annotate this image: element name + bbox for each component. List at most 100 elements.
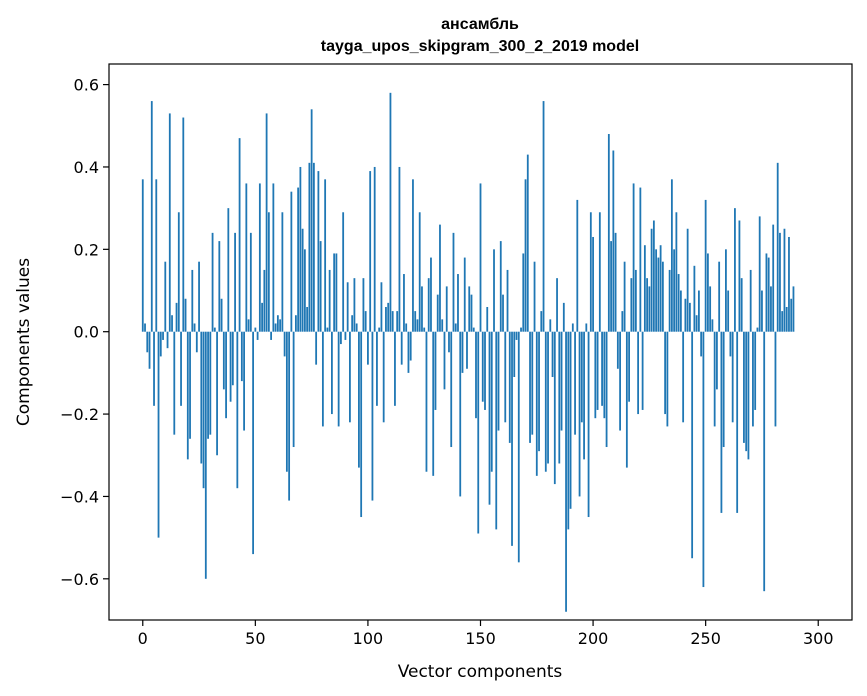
bar-281 [774, 331, 777, 427]
bar-124 [421, 286, 423, 332]
bar-164 [511, 331, 513, 546]
bar-150 [479, 183, 482, 332]
bar-13 [171, 315, 173, 332]
bar-126 [425, 331, 428, 472]
bar-81 [324, 179, 327, 332]
bar-221 [639, 187, 642, 332]
bar-263 [734, 208, 736, 332]
bar-108 [385, 306, 387, 332]
bar-31 [211, 232, 214, 332]
bar-114 [398, 166, 401, 332]
bar-47 [247, 319, 250, 332]
bar-216 [628, 331, 630, 402]
bar-72 [303, 249, 306, 332]
bar-228 [655, 249, 658, 332]
bar-267 [743, 331, 745, 443]
bar-190 [569, 331, 572, 509]
bar-18 [182, 117, 185, 332]
x-tick-label: 50 [245, 629, 265, 648]
bar-20 [186, 331, 189, 460]
bar-279 [770, 286, 772, 332]
bar-43 [238, 138, 241, 332]
bar-193 [576, 199, 579, 332]
bar-196 [583, 331, 585, 460]
bar-96 [358, 331, 360, 468]
bar-107 [382, 331, 385, 423]
bar-143 [463, 257, 466, 332]
bar-54 [263, 269, 266, 332]
bar-158 [497, 331, 500, 431]
bar-90 [344, 331, 347, 340]
bar-25 [198, 261, 200, 332]
bar-243 [688, 302, 691, 332]
bar-211 [616, 331, 619, 369]
bar-287 [788, 236, 790, 332]
bar-56 [267, 212, 270, 332]
bar-97 [360, 331, 363, 518]
bar-185 [558, 331, 561, 464]
bar-74 [308, 162, 311, 332]
bar-227 [652, 220, 655, 332]
bar-163 [508, 331, 511, 443]
bar-58 [272, 183, 275, 332]
bar-288 [790, 298, 793, 332]
bar-238 [677, 274, 680, 332]
bar-160 [502, 294, 504, 332]
bar-223 [643, 245, 646, 332]
bar-265 [738, 220, 741, 332]
bar-242 [686, 228, 689, 332]
bar-264 [736, 331, 739, 513]
bar-132 [439, 224, 441, 332]
bar-180 [547, 331, 549, 464]
bar-8 [159, 331, 162, 357]
bar-207 [607, 134, 610, 332]
bar-98 [362, 278, 365, 332]
bar-138 [452, 232, 455, 332]
bar-35 [220, 298, 223, 332]
bar-44 [240, 331, 243, 382]
bar-28 [204, 331, 207, 579]
bar-258 [722, 331, 725, 448]
bar-141 [459, 331, 462, 497]
bar-17 [180, 331, 182, 406]
bar-175 [535, 331, 538, 476]
bar-246 [695, 315, 698, 332]
bar-269 [747, 331, 750, 460]
bar-65 [288, 331, 291, 501]
bar-256 [718, 261, 721, 332]
bar-244 [691, 331, 694, 559]
bar-147 [472, 327, 475, 332]
bar-153 [486, 306, 489, 332]
bar-259 [725, 249, 727, 332]
bar-15 [175, 302, 178, 332]
bar-286 [785, 306, 788, 332]
bar-191 [571, 323, 574, 332]
y-tick-label: −0.2 [60, 405, 99, 424]
x-tick-label: 100 [353, 629, 384, 648]
bar-24 [195, 331, 198, 353]
bar-241 [684, 298, 687, 332]
bar-115 [400, 331, 403, 365]
bar-34 [218, 241, 221, 332]
bar-2 [146, 331, 149, 353]
bar-120 [412, 179, 414, 332]
x-axis-label: Vector components [398, 662, 563, 682]
bar-173 [531, 331, 534, 435]
bar-236 [673, 249, 676, 332]
bar-204 [601, 331, 603, 406]
bar-30 [209, 331, 212, 435]
bar-4 [150, 101, 153, 332]
bar-7 [157, 331, 160, 538]
bar-10 [164, 261, 167, 332]
bar-9 [162, 331, 164, 340]
bar-75 [310, 109, 313, 332]
bar-51 [256, 331, 259, 340]
bar-170 [524, 179, 527, 332]
bar-40 [231, 331, 234, 386]
bar-134 [443, 331, 446, 390]
bar-186 [560, 331, 563, 431]
bar-251 [707, 253, 709, 332]
bar-161 [504, 331, 507, 423]
bar-87 [337, 331, 340, 427]
bar-262 [731, 331, 734, 423]
